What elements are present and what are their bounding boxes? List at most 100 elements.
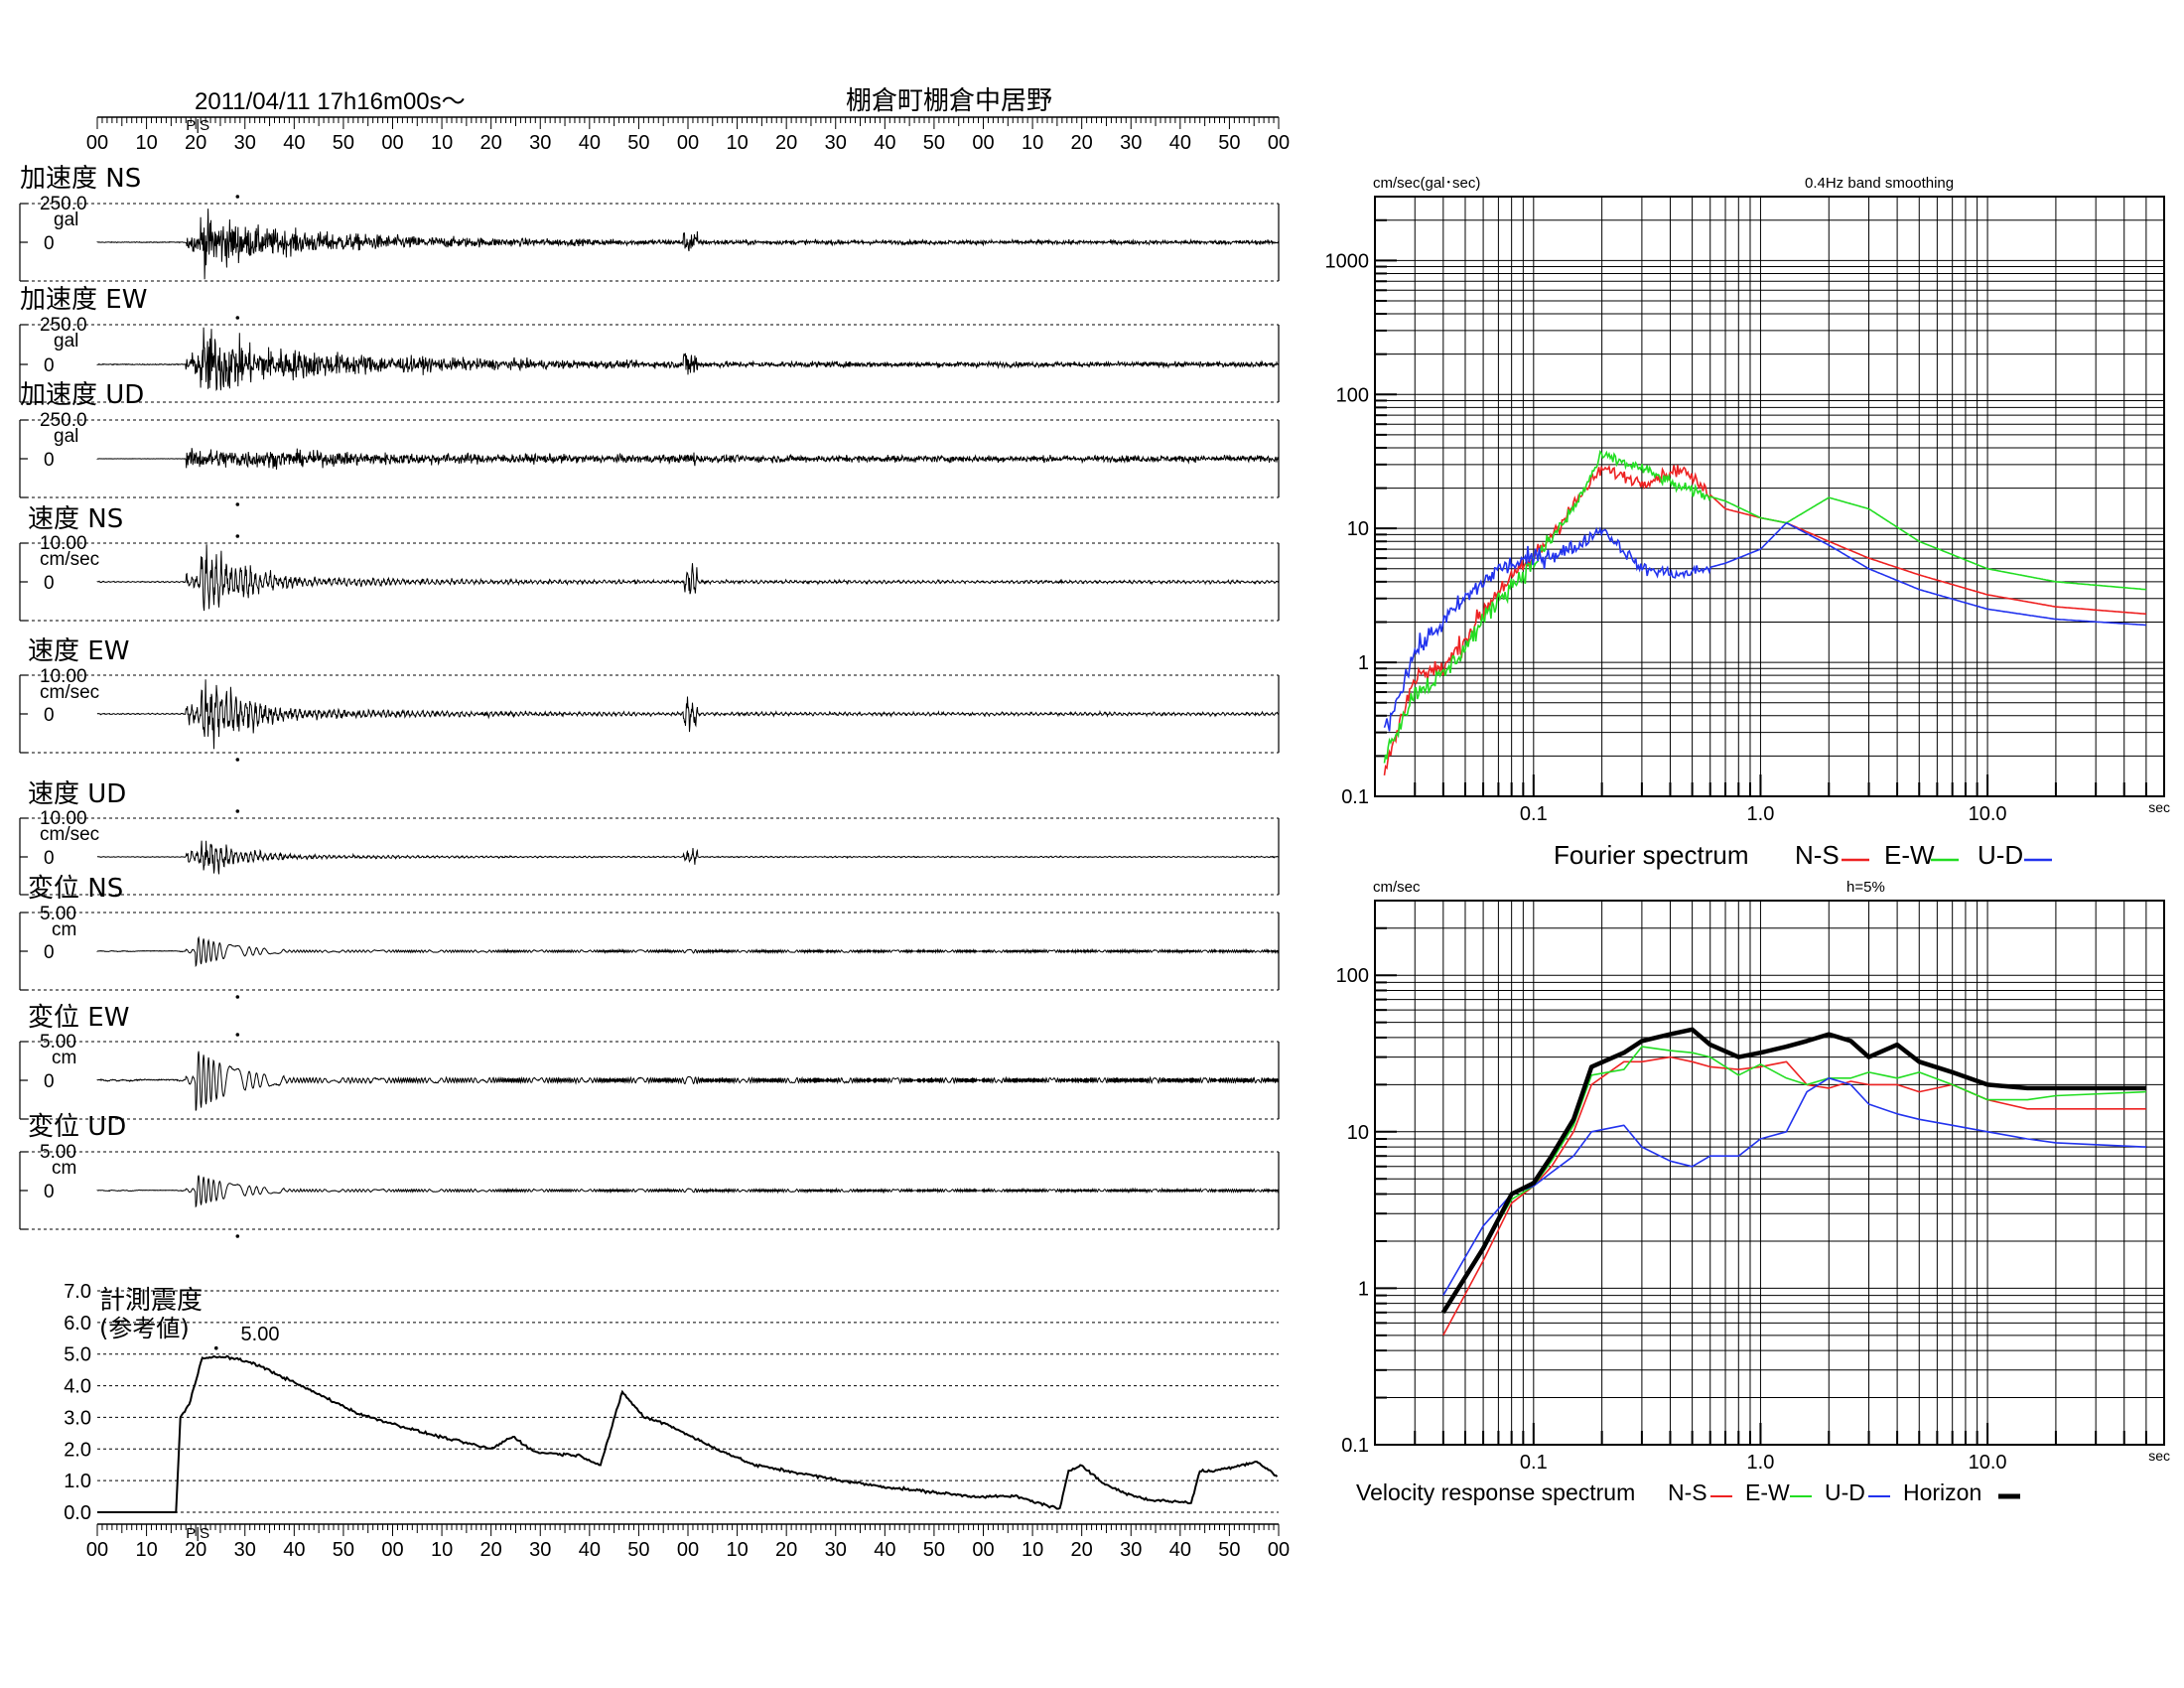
response-legend-title: Velocity response spectrum [1356,1479,1635,1505]
trace-unit: gal [54,331,78,352]
response-spectrum-chart: cm/sec h=5% 100 10 1 0.1 0.1 1.0 10.0 sec [1336,879,2170,1474]
time-tick-label: 40 [579,132,601,154]
x-unit-label: sec [2148,799,2170,815]
y-tick-label: 100 [1336,965,1369,987]
trace-line [96,679,1280,750]
trace-zero: 0 [44,355,55,376]
peak-dot [235,534,240,538]
time-tick-label: 50 [333,132,354,154]
y-tick-label: 1 [1358,1278,1369,1300]
time-tick-label: 50 [627,1539,649,1561]
y-tick-label: 1 [1358,652,1369,674]
intensity-y-tick: 7.0 [64,1281,91,1303]
ps-marker: P|S [186,1525,209,1542]
trace-zero: 0 [44,1182,55,1202]
trace-scale: 250.0 [40,410,87,431]
time-tick-label: 50 [923,132,945,154]
fourier-legend-label: E-W [1884,840,1935,870]
ps-marker: P|S [186,117,209,134]
time-tick-label: 40 [1169,132,1191,154]
peak-dot [235,995,240,999]
time-tick-label: 40 [1169,1539,1191,1561]
trace-label: 速度 EW [28,636,129,666]
time-tick-label: 00 [972,1539,994,1561]
y-tick-label: 100 [1336,384,1369,406]
time-tick-label: 20 [775,1539,797,1561]
time-tick-label: 00 [381,132,403,154]
intensity-y-tick: 0.0 [64,1502,91,1524]
time-tick-label: 10 [135,1539,157,1561]
trace-line [96,448,1280,470]
intensity-y-tick: 4.0 [64,1376,91,1398]
y-tick-label: 0.1 [1341,1435,1369,1457]
response-series-Horizon [1440,1027,2146,1314]
trace-scale: 250.0 [40,194,87,214]
trace-unit: gal [54,426,78,447]
fourier-spectrum-chart: cm/sec(gal･sec) 0.4Hz band smoothing 100… [1325,175,2171,825]
time-tick-label: 00 [1268,1539,1290,1561]
trace-label: 加速度 EW [20,285,147,315]
trace-label: 変位 EW [28,1003,129,1033]
trace-scale: 5.00 [40,1142,76,1163]
trace-zero: 0 [44,450,55,471]
trace-line [96,327,1280,392]
x-tick-label: 0.1 [1520,803,1548,825]
time-tick-label: 10 [431,1539,453,1561]
time-tick-label: 20 [775,132,797,154]
time-tick-label: 40 [283,1539,305,1561]
plot-frame [1374,196,2165,797]
peak-dot [235,502,240,506]
trace-unit: cm/sec [40,549,99,570]
trace-label: 速度 NS [28,504,123,534]
time-tick-label: 00 [1268,132,1290,154]
time-tick-label: 50 [923,1539,945,1561]
trace-unit: cm [52,919,76,940]
trace-zero: 0 [44,848,55,869]
time-tick-label: 20 [480,1539,502,1561]
trace-line [96,544,1280,612]
intensity-line [97,1354,1279,1513]
trace-line [96,209,1280,280]
intensity-y-tick: 5.0 [64,1344,91,1366]
peak-dot [235,809,240,813]
trace-line [96,935,1280,968]
x-unit-label: sec [2148,1448,2170,1464]
response-legend-label: U-D [1825,1479,1865,1505]
time-tick-label: 40 [874,132,895,154]
peak-dot [235,316,240,320]
time-tick-label: 40 [579,1539,601,1561]
trace-label: 加速度 NS [20,164,141,194]
time-tick-label: 10 [135,132,157,154]
trace-line [96,1051,1280,1111]
time-tick-label: 20 [1071,132,1093,154]
intensity-y-tick: 3.0 [64,1407,91,1429]
time-tick-label: 20 [480,132,502,154]
trace-zero: 0 [44,705,55,726]
trace-unit: cm [52,1048,76,1068]
time-tick-label: 00 [381,1539,403,1561]
time-tick-label: 30 [825,132,847,154]
time-tick-label: 30 [529,1539,551,1561]
x-tick-label: 10.0 [1969,803,2007,825]
x-tick-label: 0.1 [1520,1452,1548,1474]
plot-frame [1374,900,2165,1446]
trace-zero: 0 [44,1071,55,1092]
response-series-E-W [1442,1046,2146,1314]
trace-zero: 0 [44,233,55,254]
time-tick-label: 00 [972,132,994,154]
trace-label: 加速度 UD [20,380,144,410]
response-legend-label: E-W [1745,1479,1790,1505]
trace-label: 変位 NS [28,874,123,904]
y-tick-label: 10 [1347,518,1369,540]
time-tick-label: 50 [1218,1539,1240,1561]
trace-unit: cm [52,1158,76,1179]
fourier-series-E-W [1383,450,2146,764]
fourier-legend: Fourier spectrum N-S E-W U-D [1554,840,2052,870]
